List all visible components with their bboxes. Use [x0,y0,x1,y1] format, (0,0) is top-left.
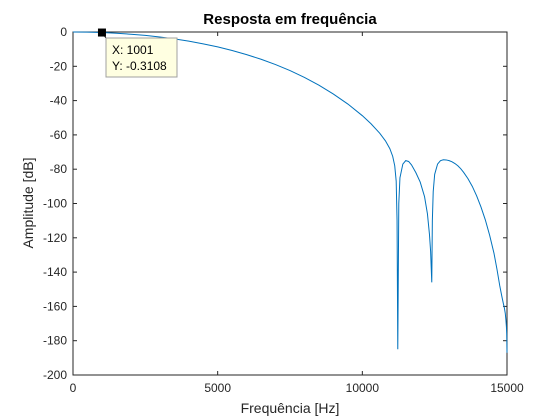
y-tick-label: -20 [50,59,68,73]
datatip[interactable]: X: 1001 Y: -0.3108 [97,28,178,78]
y-tick-label: -200 [43,368,67,382]
datatip-box [105,37,178,78]
y-tick-label: -120 [43,231,67,245]
y-tick-label: -60 [50,128,68,142]
frequency-response-line [72,31,508,353]
datatip-x-text: X: 1001 [112,43,154,57]
y-tick-label: -140 [43,265,67,279]
y-tick-label: -100 [43,197,67,211]
y-tick-label: -80 [50,162,68,176]
x-tick-label: 5000 [204,381,231,395]
x-tick-label: 15000 [490,381,524,395]
y-tick-label: -160 [43,299,67,313]
datatip-y-text: Y: -0.3108 [112,59,167,73]
y-tick-label: 0 [60,25,67,39]
y-axis: 0 -20 -40 -60 -80 -100 -120 -140 -160 -180 -200 [43,25,507,382]
y-tick-label: -40 [50,94,68,108]
plot-area [72,31,508,376]
x-tick-label: 10000 [346,381,380,395]
x-axis: 0 5000 10000 15000 [70,32,524,395]
datatip-marker[interactable] [97,28,106,37]
y-axis-label: Amplitude [dB] [20,157,36,248]
chart-title: Resposta em frequência [203,11,377,28]
y-tick-label: -180 [43,334,67,348]
plot-axes [72,31,508,376]
x-tick-label: 0 [70,381,77,395]
x-axis-label: Frequência [Hz] [241,400,340,416]
